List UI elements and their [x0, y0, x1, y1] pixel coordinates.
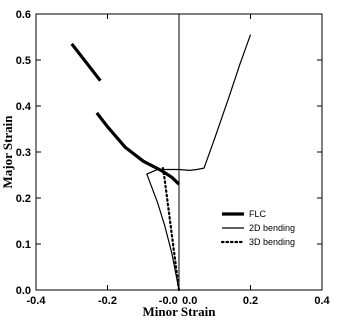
x-tick-label: -0.0	[159, 295, 178, 307]
x-tick-label: -0.4	[27, 295, 47, 307]
y-tick-label: 0.3	[16, 147, 31, 159]
series-line-flc-segment-1	[70, 42, 102, 82]
y-tick-label: 0.6	[16, 9, 31, 21]
x-tick-label: 0.0	[182, 295, 197, 307]
plot-area	[70, 34, 252, 292]
x-tick-label: 0.4	[314, 295, 330, 307]
x-tick-label: 0.2	[243, 295, 258, 307]
y-tick-label: 0.0	[16, 285, 31, 297]
axes	[35, 13, 323, 291]
legend-label-2d-bending: 2D bending	[249, 223, 295, 233]
legend-label-flc: FLC	[249, 209, 267, 219]
x-tick-label: -0.2	[98, 295, 117, 307]
y-axis-title: Major Strain	[0, 115, 15, 189]
y-tick-label: 0.4	[16, 101, 32, 113]
y-tick-label: 0.2	[16, 193, 31, 205]
tick-labels: -0.4 -0.2 -0.0 0.0 0.2 0.4 0.0 0.1 0.2 0.3 0.4 0.5 0…	[16, 9, 331, 307]
legend-label-3d-bending: 3D bending	[249, 237, 295, 247]
series-line-2d-bending	[146, 34, 252, 291]
y-tick-label: 0.1	[16, 239, 31, 251]
y-tick-label: 0.5	[16, 55, 31, 67]
x-axis-title: Minor Strain	[142, 304, 216, 319]
series-line-flc-segment-2	[95, 111, 181, 186]
series-line-3d-bending	[161, 167, 181, 292]
legend: FLC 2D bending 3D bending	[220, 209, 295, 247]
